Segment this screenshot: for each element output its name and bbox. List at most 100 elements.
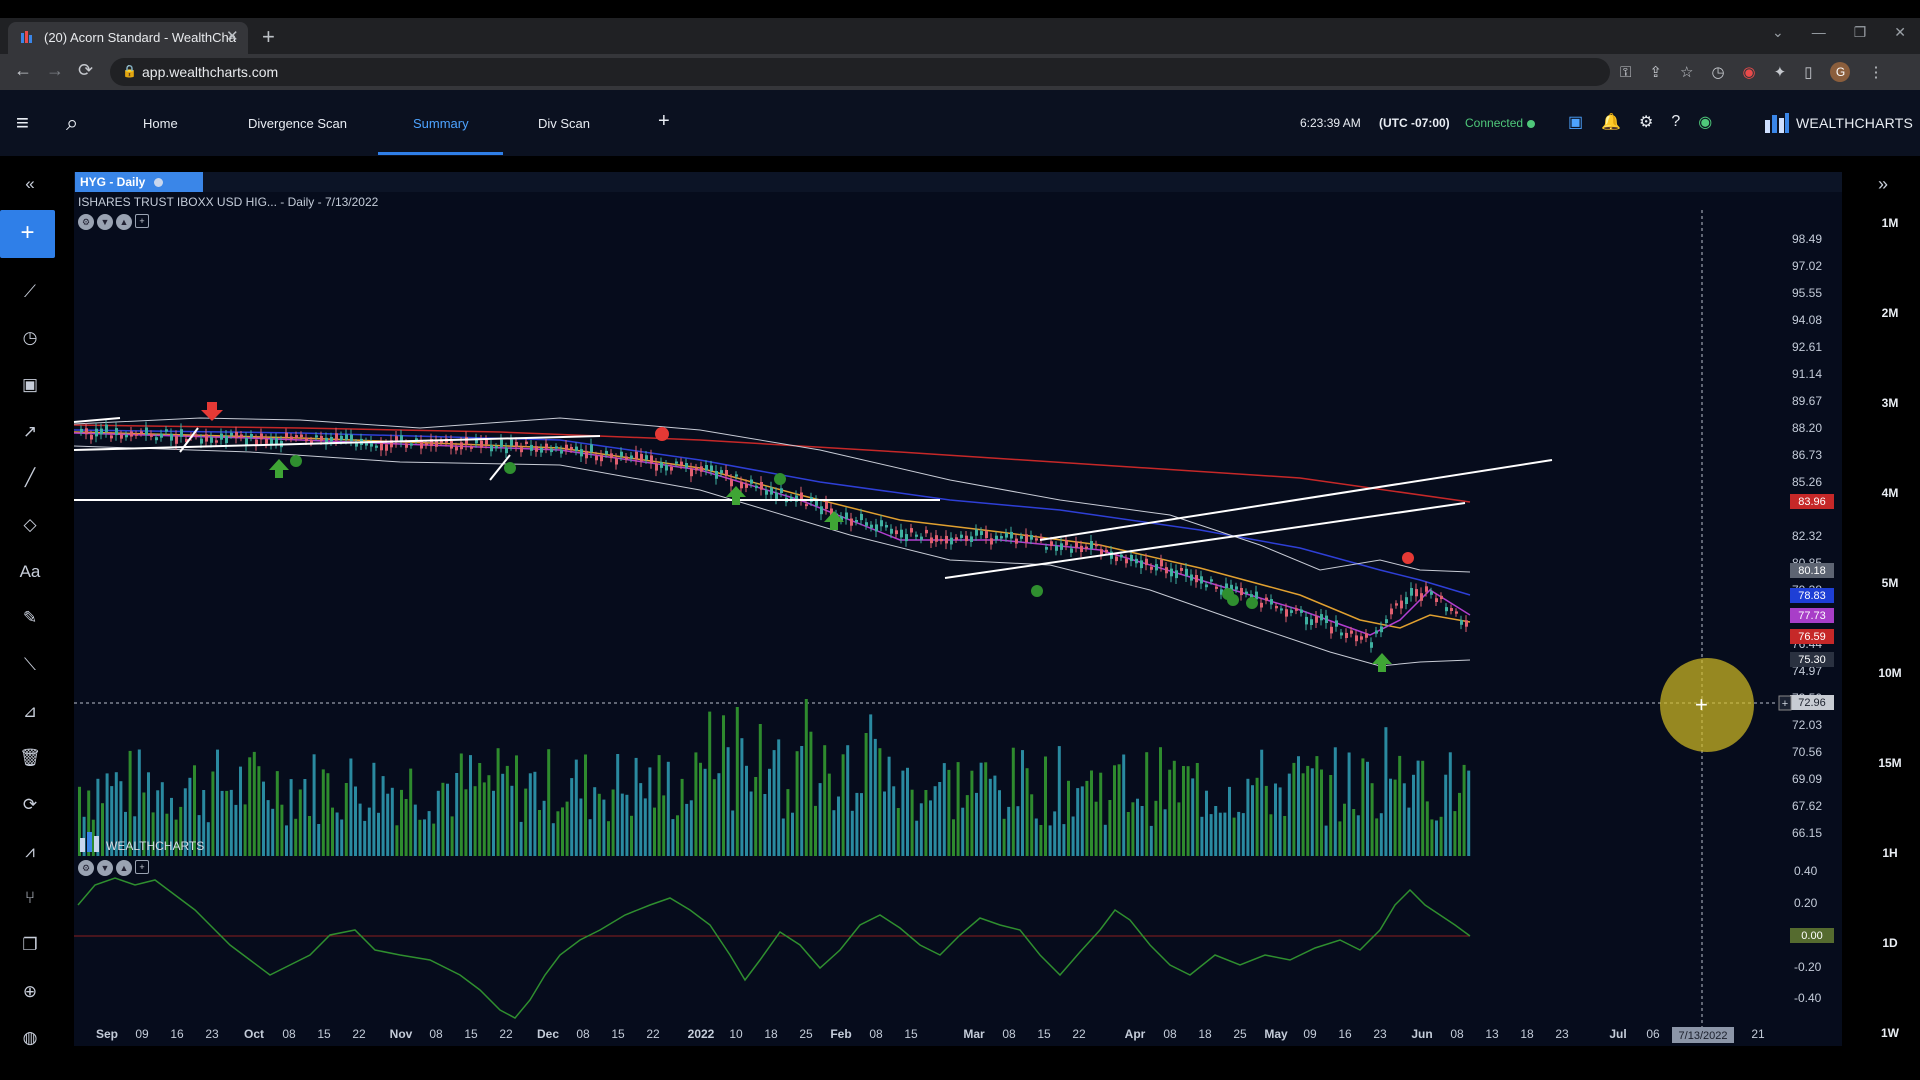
trendline-stub[interactable] [179,427,199,453]
location-icon[interactable]: ◉ [1698,114,1713,131]
gear-icon[interactable]: ⚙ [1639,114,1654,131]
trash-icon[interactable]: 🗑 [19,748,41,767]
candle-body [985,531,988,539]
kebab-menu-icon[interactable]: ⋮ [1868,64,1884,81]
extension-badge-icon[interactable]: ◉ [1742,64,1756,81]
timeframe-3m[interactable]: 3M [1881,396,1899,410]
channel-lower-line[interactable] [944,502,1466,579]
puzzle-icon[interactable]: ✦ [1773,64,1787,81]
reload-icon[interactable]: ⟳ [78,60,94,80]
volume-bar [105,773,109,856]
shape-icon[interactable]: ◇ [23,515,37,534]
candle-body [685,463,688,468]
chart-line-icon[interactable]: ⩘ [25,842,35,861]
save-icon[interactable]: ▣ [1568,114,1584,131]
candle-body [645,455,648,460]
ruler-icon[interactable]: ⟍ [24,655,36,674]
bell-icon[interactable]: 🔔 [1601,114,1622,131]
candle-body [760,482,763,490]
measure-icon[interactable]: ⊿ [22,702,38,721]
close-window-icon[interactable]: ✕ [1894,24,1906,40]
back-icon[interactable]: ← [14,60,32,80]
crosshair-price-add-icon[interactable]: + [1782,698,1788,710]
lock-icon[interactable]: 🔒 [122,64,137,78]
down-circle-icon[interactable]: ▼ [97,860,113,876]
new-tab-button[interactable]: + [262,24,275,49]
collapse-left-icon[interactable]: « [25,174,35,193]
text-icon[interactable]: Aa [19,562,41,581]
indicator-icon[interactable]: ⟋ [24,282,36,301]
volume-bar [229,789,233,856]
sidebar-icon[interactable]: ▯ [1804,64,1813,81]
settings-circle-icon[interactable]: ⚙ [78,214,94,230]
address-bar[interactable] [110,58,1610,86]
chevron-down-icon[interactable]: ⌄ [1771,24,1784,40]
horizontal-resistance-line[interactable] [73,435,601,451]
volume-bar [1122,754,1126,856]
tab-home[interactable]: Home [143,116,178,131]
candle-body [250,434,253,438]
timeframe-1d[interactable]: 1D [1882,936,1898,950]
tab-divergence-scan[interactable]: Divergence Scan [248,116,347,131]
copy-icon[interactable]: ❐ [22,935,38,954]
profile-avatar[interactable]: G [1830,62,1851,82]
tab-summary[interactable]: Summary [413,116,469,131]
add-tab-button[interactable]: + [658,110,670,132]
up-circle-icon[interactable]: ▲ [116,214,132,230]
settings-circle-icon[interactable]: ⚙ [78,860,94,876]
candle-body [945,535,948,544]
collapse-right-icon[interactable]: » [1878,174,1889,194]
symbol-label[interactable]: HYG - Daily [80,175,146,189]
url-text[interactable]: app.wealthcharts.com [142,64,279,80]
node-graph-icon[interactable]: ⑂ [24,888,36,907]
key-icon[interactable]: ⚿ [1620,63,1632,81]
add-drawing-button[interactable]: + [0,210,55,258]
share-icon[interactable]: ⇪ [1649,64,1662,81]
calendar-icon[interactable]: ▣ [21,375,39,394]
volume-bar [110,786,114,856]
minimize-icon[interactable]: — [1811,24,1826,40]
candle-body [225,435,228,444]
timeframe-15m[interactable]: 15M [1878,756,1902,770]
restore-icon[interactable]: ❐ [1853,24,1867,40]
timeframe-1w[interactable]: 1W [1881,1026,1899,1040]
brand-logo[interactable]: WEALTHCHARTS [1764,112,1913,134]
tab-close-icon[interactable]: ✕ [226,28,239,45]
star-icon[interactable]: ☆ [1680,64,1694,81]
globe-icon[interactable]: ◍ [22,1028,38,1047]
refresh-icon[interactable]: ⟳ [22,795,38,814]
down-circle-icon[interactable]: ▼ [97,214,113,230]
pencil-icon[interactable]: ✎ [22,608,38,627]
line-draw-icon[interactable]: ╱ [24,468,36,487]
timeframe-1h[interactable]: 1H [1882,846,1898,860]
date-axis-label: 13 [1485,1027,1499,1041]
expand-square-icon[interactable]: + [135,214,149,228]
expand-square-icon[interactable]: + [135,860,149,874]
forward-icon[interactable]: → [46,60,64,80]
chart-panel[interactable] [74,172,1842,1046]
channel-upper-line[interactable] [1039,459,1553,541]
browser-tab[interactable] [8,22,248,54]
price-axis[interactable]: 98.49 97.02 95.55 94.08 92.61 91.14 89.67 88.20… [1792,232,1822,840]
osc-axis-label: 0.20 [1794,896,1818,910]
trendline-stub[interactable] [73,417,121,423]
timeframe-10m[interactable]: 10M [1878,666,1902,680]
help-icon[interactable]: ? [1671,113,1681,130]
symbol-badge[interactable] [75,172,203,192]
timeframe-5m[interactable]: 5M [1881,576,1899,590]
search-icon[interactable]: ⌕ [66,110,79,135]
trend-icon[interactable]: ↗ [22,422,38,441]
volume-bar [1085,780,1089,856]
timeframe-2m[interactable]: 2M [1881,306,1899,320]
trendline-stub[interactable] [489,454,511,481]
tab-div-scan[interactable]: Div Scan [538,116,591,131]
timezone-label[interactable]: (UTC -07:00) [1379,116,1450,130]
clock-icon[interactable]: ◷ [22,328,38,347]
timeframe-4m[interactable]: 4M [1881,486,1899,500]
history-icon[interactable]: ◷ [1711,64,1725,81]
up-circle-icon[interactable]: ▲ [116,860,132,876]
crosshair-icon[interactable]: ⊕ [22,982,38,1001]
menu-icon[interactable]: ≡ [16,110,29,135]
timeframe-1m[interactable]: 1M [1881,216,1899,230]
